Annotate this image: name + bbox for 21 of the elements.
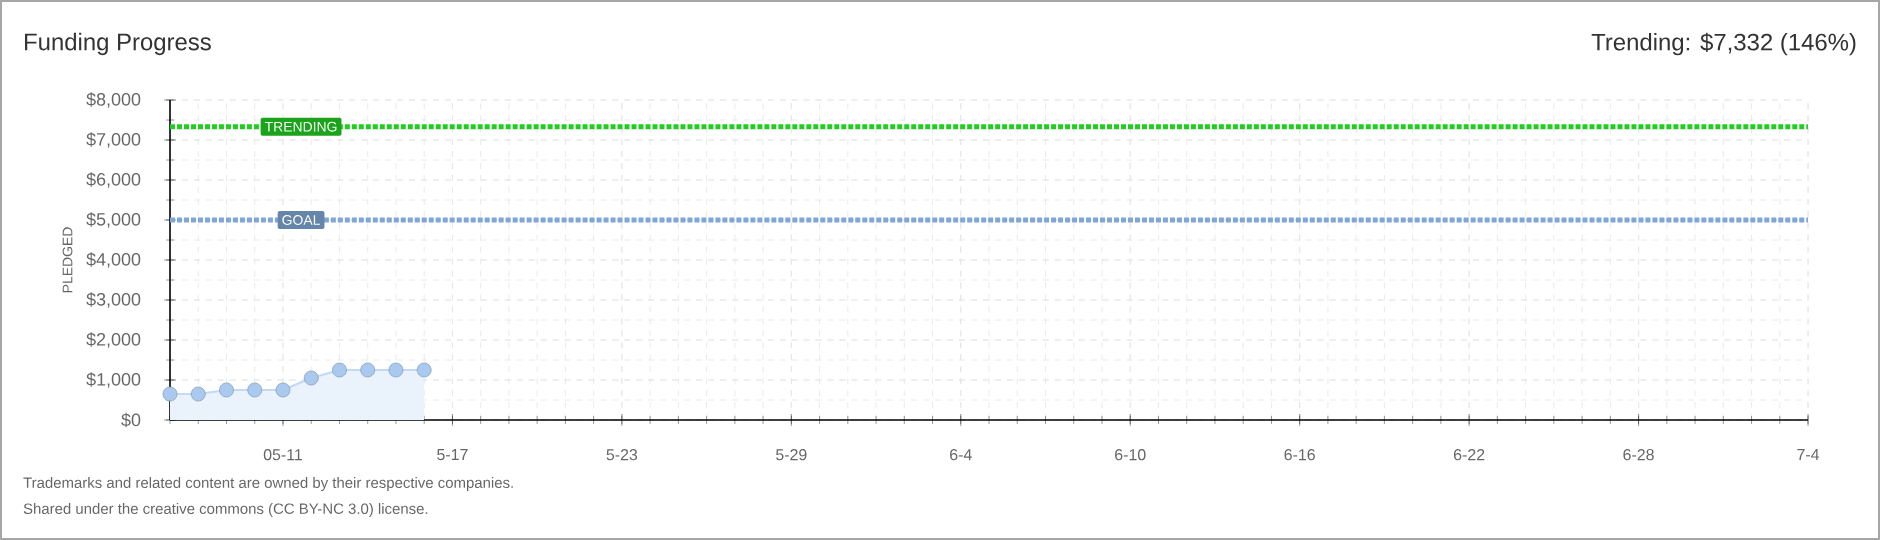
y-tick-label: $6,000 (86, 172, 141, 188)
point (219, 382, 234, 398)
point (162, 386, 178, 402)
chart-title: Funding Progress (25, 32, 211, 56)
point (332, 362, 347, 378)
y-tick-label: $3,000 (86, 292, 141, 308)
point (360, 362, 376, 378)
y-tick-label: $4,000 (86, 252, 141, 268)
point (190, 386, 206, 402)
y-tick-label: $2,000 (86, 332, 141, 348)
point (388, 362, 404, 378)
y-tick-label: $8,000 (86, 92, 141, 108)
point (275, 382, 291, 398)
point (303, 370, 319, 386)
point (247, 382, 263, 398)
y-tick-label: $7,000 (86, 132, 141, 148)
y-tick-label: $0 (121, 412, 141, 428)
y-tick-label: $5,000 (86, 212, 141, 228)
text: Trending: $7,332 (146%) (1591, 32, 1856, 56)
y-tick-label: $1,000 (86, 372, 141, 388)
point (416, 362, 432, 378)
